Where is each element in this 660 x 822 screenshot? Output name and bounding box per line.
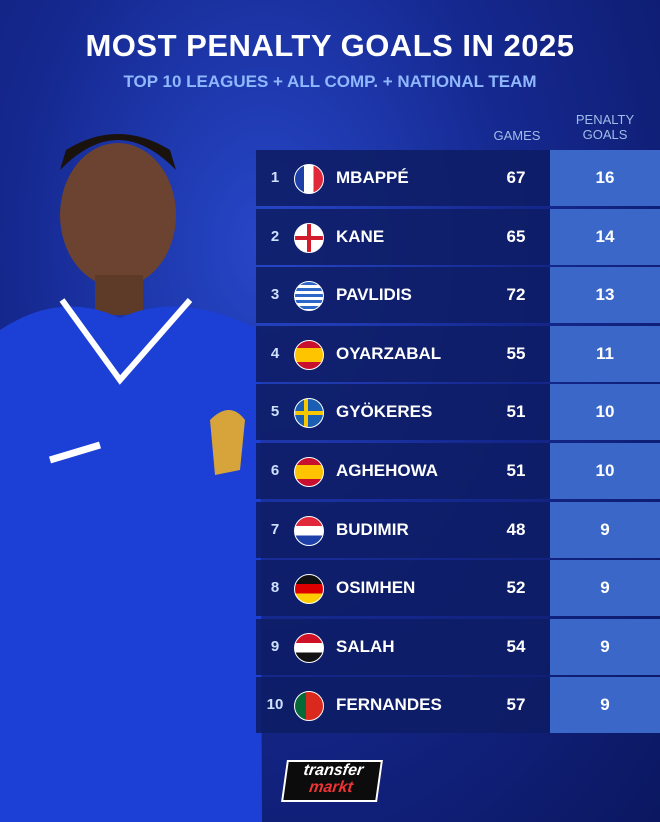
table-row: 10 FERNANDES 57 9 <box>256 677 660 734</box>
table-row: 3 PAVLIDIS 72 13 <box>256 267 660 324</box>
table-row: 6 AGHEHOWA 51 10 <box>256 443 660 499</box>
penalty-goals: 9 <box>600 695 610 715</box>
flag <box>294 339 324 370</box>
table-row: 8 OSIMHEN 52 9 <box>256 560 660 617</box>
rank: 3 <box>270 286 280 304</box>
penalty-cell-bg <box>550 443 660 499</box>
rank: 9 <box>270 637 280 655</box>
rank: 8 <box>270 579 280 597</box>
games: 57 <box>506 695 526 715</box>
penalty-cell-bg <box>550 560 660 617</box>
flag <box>294 457 324 487</box>
rank: 1 <box>270 169 280 186</box>
penalty-goals: 16 <box>595 168 615 187</box>
penalty-cell-bg <box>550 501 660 558</box>
games: 72 <box>506 285 526 305</box>
logo: transfer markt <box>281 760 383 802</box>
rank: 2 <box>270 227 280 245</box>
table-row: 7 BUDIMIR 48 9 <box>256 501 660 558</box>
rank: 4 <box>270 344 280 362</box>
column-header: PENALTY GOALS <box>575 112 635 142</box>
penalty-cell-bg <box>550 325 660 382</box>
flag <box>294 398 324 429</box>
player-name: OYARZABAL <box>336 343 442 363</box>
penalty-goals: 10 <box>595 402 615 422</box>
column-header: GAMES <box>493 128 541 143</box>
rank: 5 <box>270 403 280 421</box>
penalty-goals: 10 <box>595 461 615 480</box>
games: 54 <box>506 636 526 656</box>
penalty-goals: 9 <box>600 519 610 539</box>
flag <box>294 632 324 663</box>
table-row: 5 GYÖKERES 51 10 <box>256 384 660 441</box>
player-name: AGHEHOWA <box>336 461 438 480</box>
penalty-goals: 11 <box>596 343 614 363</box>
games: 48 <box>506 519 526 539</box>
flag <box>294 574 324 605</box>
logo-text: transfer <box>302 762 365 779</box>
player-name: FERNANDES <box>336 695 442 715</box>
player-name: PAVLIDIS <box>336 285 412 305</box>
player-name: BUDIMIR <box>336 519 409 539</box>
flag <box>294 164 324 194</box>
rank: 6 <box>270 462 280 479</box>
title: MOST PENALTY GOALS IN 2025 <box>85 28 575 63</box>
flag <box>294 281 324 312</box>
logo-text: markt <box>308 779 355 796</box>
penalty-goals: 9 <box>600 578 610 598</box>
penalty-cell-bg <box>550 208 660 265</box>
table-row: 1 MBAPPÉ 67 16 <box>256 150 660 206</box>
games: 51 <box>506 402 526 422</box>
table-row: 9 SALAH 54 9 <box>256 618 660 675</box>
player-name: KANE <box>336 226 385 246</box>
penalty-goals: 9 <box>600 636 610 656</box>
rank: 7 <box>270 520 280 538</box>
subtitle: TOP 10 LEAGUES + ALL COMP. + NATIONAL TE… <box>123 72 537 91</box>
games: 51 <box>506 461 526 480</box>
games: 65 <box>506 226 526 246</box>
penalty-goals: 13 <box>595 285 615 305</box>
penalty-goals: 14 <box>595 226 615 246</box>
games: 67 <box>506 168 526 187</box>
table-row: 2 KANE 65 14 <box>256 208 660 265</box>
player-name: SALAH <box>336 636 395 656</box>
flag <box>294 222 324 253</box>
games: 52 <box>506 578 526 598</box>
flag <box>294 691 324 722</box>
rank: 10 <box>266 696 284 714</box>
penalty-cell-bg <box>550 150 660 206</box>
penalty-cell-bg <box>550 618 660 675</box>
penalty-cell-bg <box>550 267 660 324</box>
player-name: OSIMHEN <box>336 578 416 598</box>
table-row: 4 OYARZABAL 55 11 <box>256 325 660 382</box>
player-name: GYÖKERES <box>336 402 433 422</box>
flag <box>294 515 324 546</box>
penalty-cell-bg <box>550 384 660 441</box>
penalty-cell-bg <box>550 677 660 734</box>
player-name: MBAPPÉ <box>336 168 409 187</box>
games: 55 <box>506 343 526 363</box>
